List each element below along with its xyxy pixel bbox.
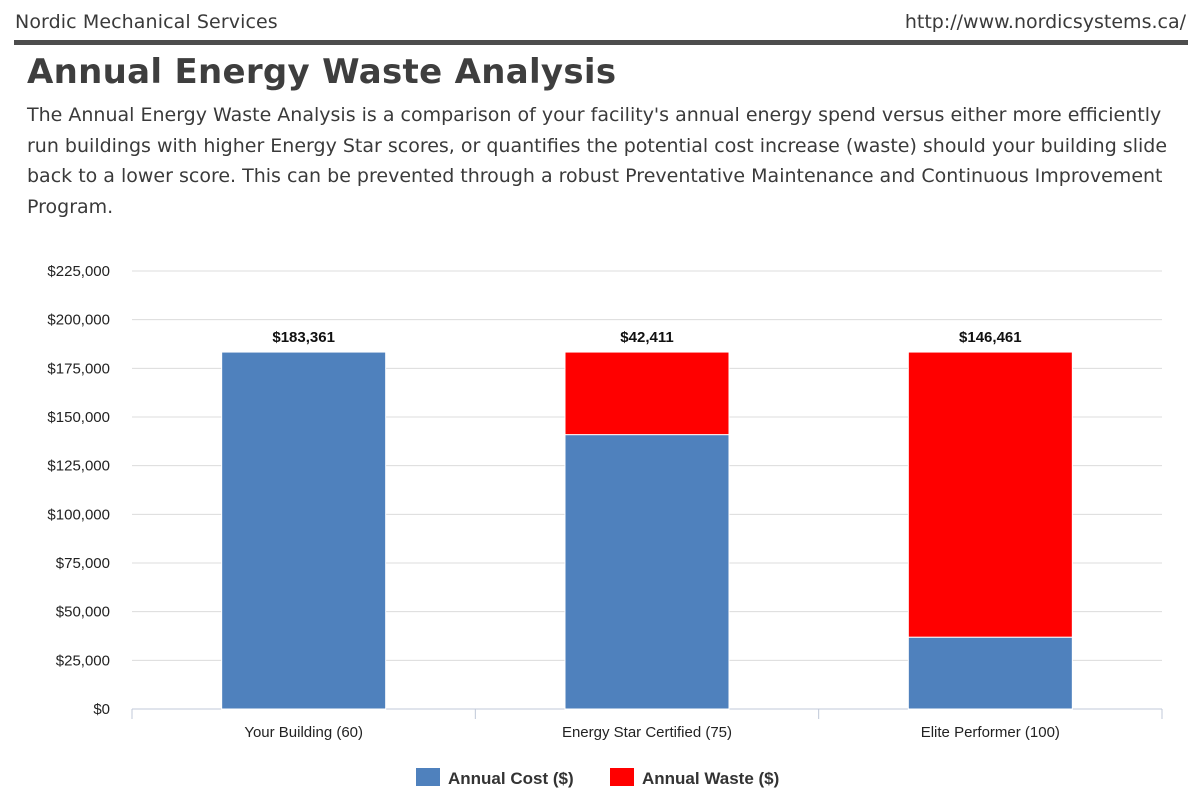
y-tick-label: $125,000 <box>47 458 110 475</box>
y-tick-label: $25,000 <box>56 652 110 669</box>
top-bar: Nordic Mechanical Services http://www.no… <box>14 0 1188 45</box>
legend-swatch-annual-waste <box>610 768 634 786</box>
bar-segment-annual-cost <box>564 434 730 710</box>
y-tick-label: $50,000 <box>56 604 110 621</box>
bar-segment-annual-cost <box>221 351 387 710</box>
y-tick-label: $75,000 <box>56 555 110 572</box>
y-tick-label: $100,000 <box>47 506 110 523</box>
company-name: Nordic Mechanical Services <box>15 11 278 33</box>
page-description: The Annual Energy Waste Analysis is a co… <box>27 104 1168 218</box>
x-tick-label: Energy Star Certified (75) <box>562 724 732 741</box>
y-tick-label: $0 <box>93 701 110 718</box>
legend-label: Annual Cost ($) <box>448 769 574 788</box>
data-label: $42,411 <box>620 329 673 346</box>
data-label: $183,361 <box>272 329 335 346</box>
legend-label: Annual Waste ($) <box>642 769 779 788</box>
page-title: Annual Energy Waste Analysis <box>27 52 617 92</box>
x-tick-label: Your Building (60) <box>244 724 363 741</box>
bar-segment-annual-cost <box>907 636 1073 710</box>
bar-segment-annual-waste <box>564 351 730 436</box>
y-tick-label: $150,000 <box>47 409 110 426</box>
legend-swatch-annual-cost <box>416 768 440 786</box>
y-tick-label: $175,000 <box>47 360 110 377</box>
bar-segment-annual-waste <box>907 351 1073 638</box>
data-label: $146,461 <box>959 329 1022 346</box>
y-tick-label: $225,000 <box>47 263 110 280</box>
site-url-link[interactable]: http://www.nordicsystems.ca/ <box>904 11 1186 33</box>
y-tick-label: $200,000 <box>47 312 110 329</box>
x-tick-label: Elite Performer (100) <box>921 724 1060 741</box>
